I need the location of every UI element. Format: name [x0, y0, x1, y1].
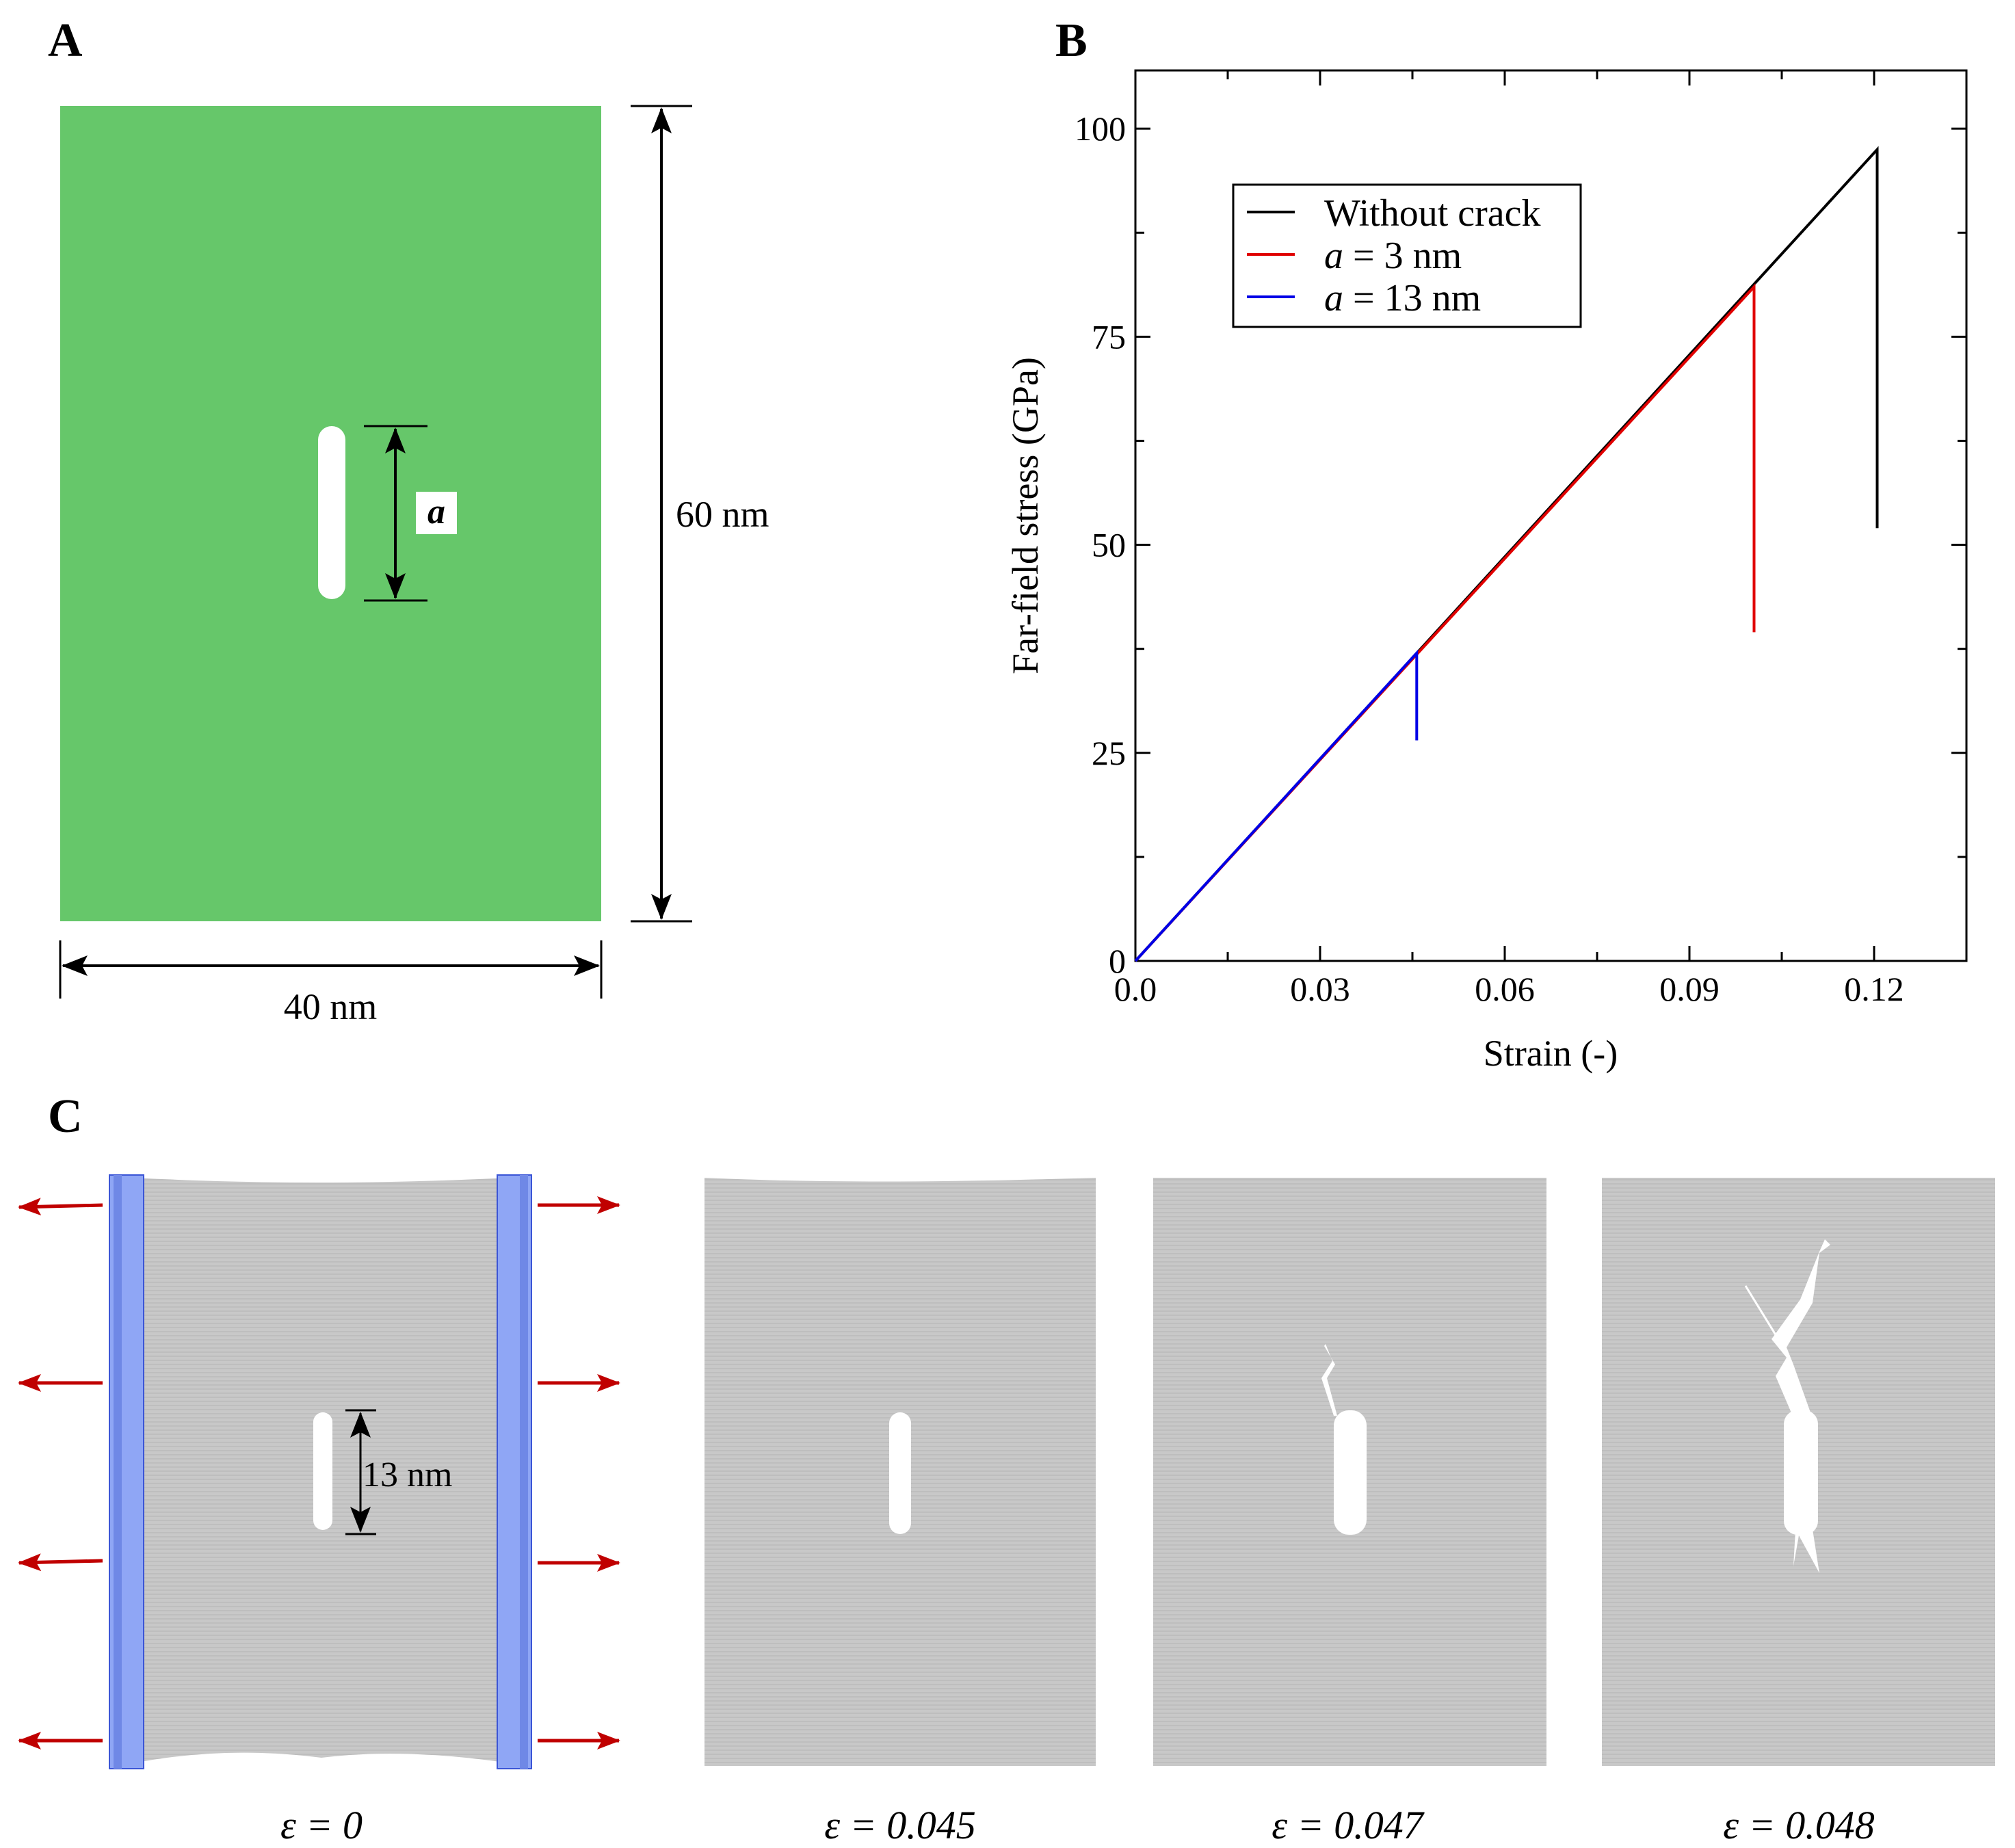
crack-snapshot-3	[1334, 1410, 1367, 1535]
crack13-label: 13 nm	[363, 1455, 452, 1494]
snapshot-strain-0: 13 nm ε = 0	[18, 1174, 620, 1847]
crack-slit	[318, 426, 345, 599]
crack-branch-down-snapshot-4	[1793, 1529, 1819, 1573]
stress-strain-chart: 0.0 0.03 0.06 0.09 0.12 0 25 50 75 100 Strain (-)…	[1005, 69, 1968, 1074]
left-clamp-edge	[114, 1175, 122, 1769]
series-line-2	[1134, 649, 1419, 962]
height-label: 60 nm	[676, 494, 769, 535]
crack-snapshot-2	[889, 1412, 911, 1534]
snapshot-strain-0045: ε = 0.045	[704, 1178, 1096, 1847]
legend-label-1: a = 3 nm	[1324, 235, 1462, 277]
load-arrow-left	[18, 1198, 103, 1216]
legend-label-2: a = 13 nm	[1324, 277, 1481, 319]
y-tick-label: 0	[1109, 942, 1126, 980]
y-tick-label: 25	[1092, 734, 1126, 772]
strain-label-3: ε = 0.047	[1272, 1803, 1424, 1847]
x-tick-label: 0.0	[1114, 970, 1157, 1008]
snapshot-strain-0047: ε = 0.047	[1153, 1178, 1546, 1847]
legend-label-0: Without crack	[1324, 192, 1541, 235]
panel-label-c: C	[48, 1090, 83, 1143]
crack-snapshot-4	[1784, 1410, 1818, 1535]
y-tick-label: 75	[1092, 317, 1126, 356]
panel-label-b: B	[1055, 14, 1088, 67]
tick-labels: 0.0 0.03 0.06 0.09 0.12 0 25 50 75 100	[1075, 109, 1904, 1008]
crack-snapshot-1	[313, 1412, 332, 1530]
crack-branch-up-snapshot-4	[1772, 1239, 1830, 1414]
crack-label-box	[416, 492, 457, 534]
x-tick-label: 0.09	[1659, 970, 1720, 1008]
axis-ticks	[1134, 70, 1966, 962]
panel-a-diagram: a 60 nm 40 nm	[59, 105, 769, 1027]
y-axis-title: Far-field stress (GPa)	[1005, 357, 1046, 674]
x-axis-title: Strain (-)	[1484, 1033, 1618, 1074]
x-tick-label: 0.12	[1844, 970, 1904, 1008]
strain-label-2: ε = 0.045	[824, 1803, 976, 1847]
snapshot-strain-0048: ε = 0.048	[1602, 1178, 1995, 1847]
y-tick-label: 50	[1092, 526, 1126, 564]
width-label: 40 nm	[284, 986, 378, 1027]
strain-label-1: ε = 0	[280, 1803, 363, 1847]
y-tick-label: 100	[1075, 109, 1126, 148]
panel-label-a: A	[48, 14, 83, 67]
crack-branch-side-snapshot-4	[1744, 1285, 1780, 1340]
load-arrow-left	[18, 1553, 103, 1572]
x-tick-label: 0.03	[1290, 970, 1350, 1008]
plot-frame	[1134, 69, 1968, 962]
strain-label-4: ε = 0.048	[1723, 1803, 1875, 1847]
series-lines	[1134, 146, 1879, 962]
crack-branch-snapshot-3	[1321, 1334, 1337, 1416]
crack-label: a	[427, 492, 445, 531]
right-clamp-edge	[520, 1175, 528, 1769]
x-tick-label: 0.06	[1475, 970, 1535, 1008]
